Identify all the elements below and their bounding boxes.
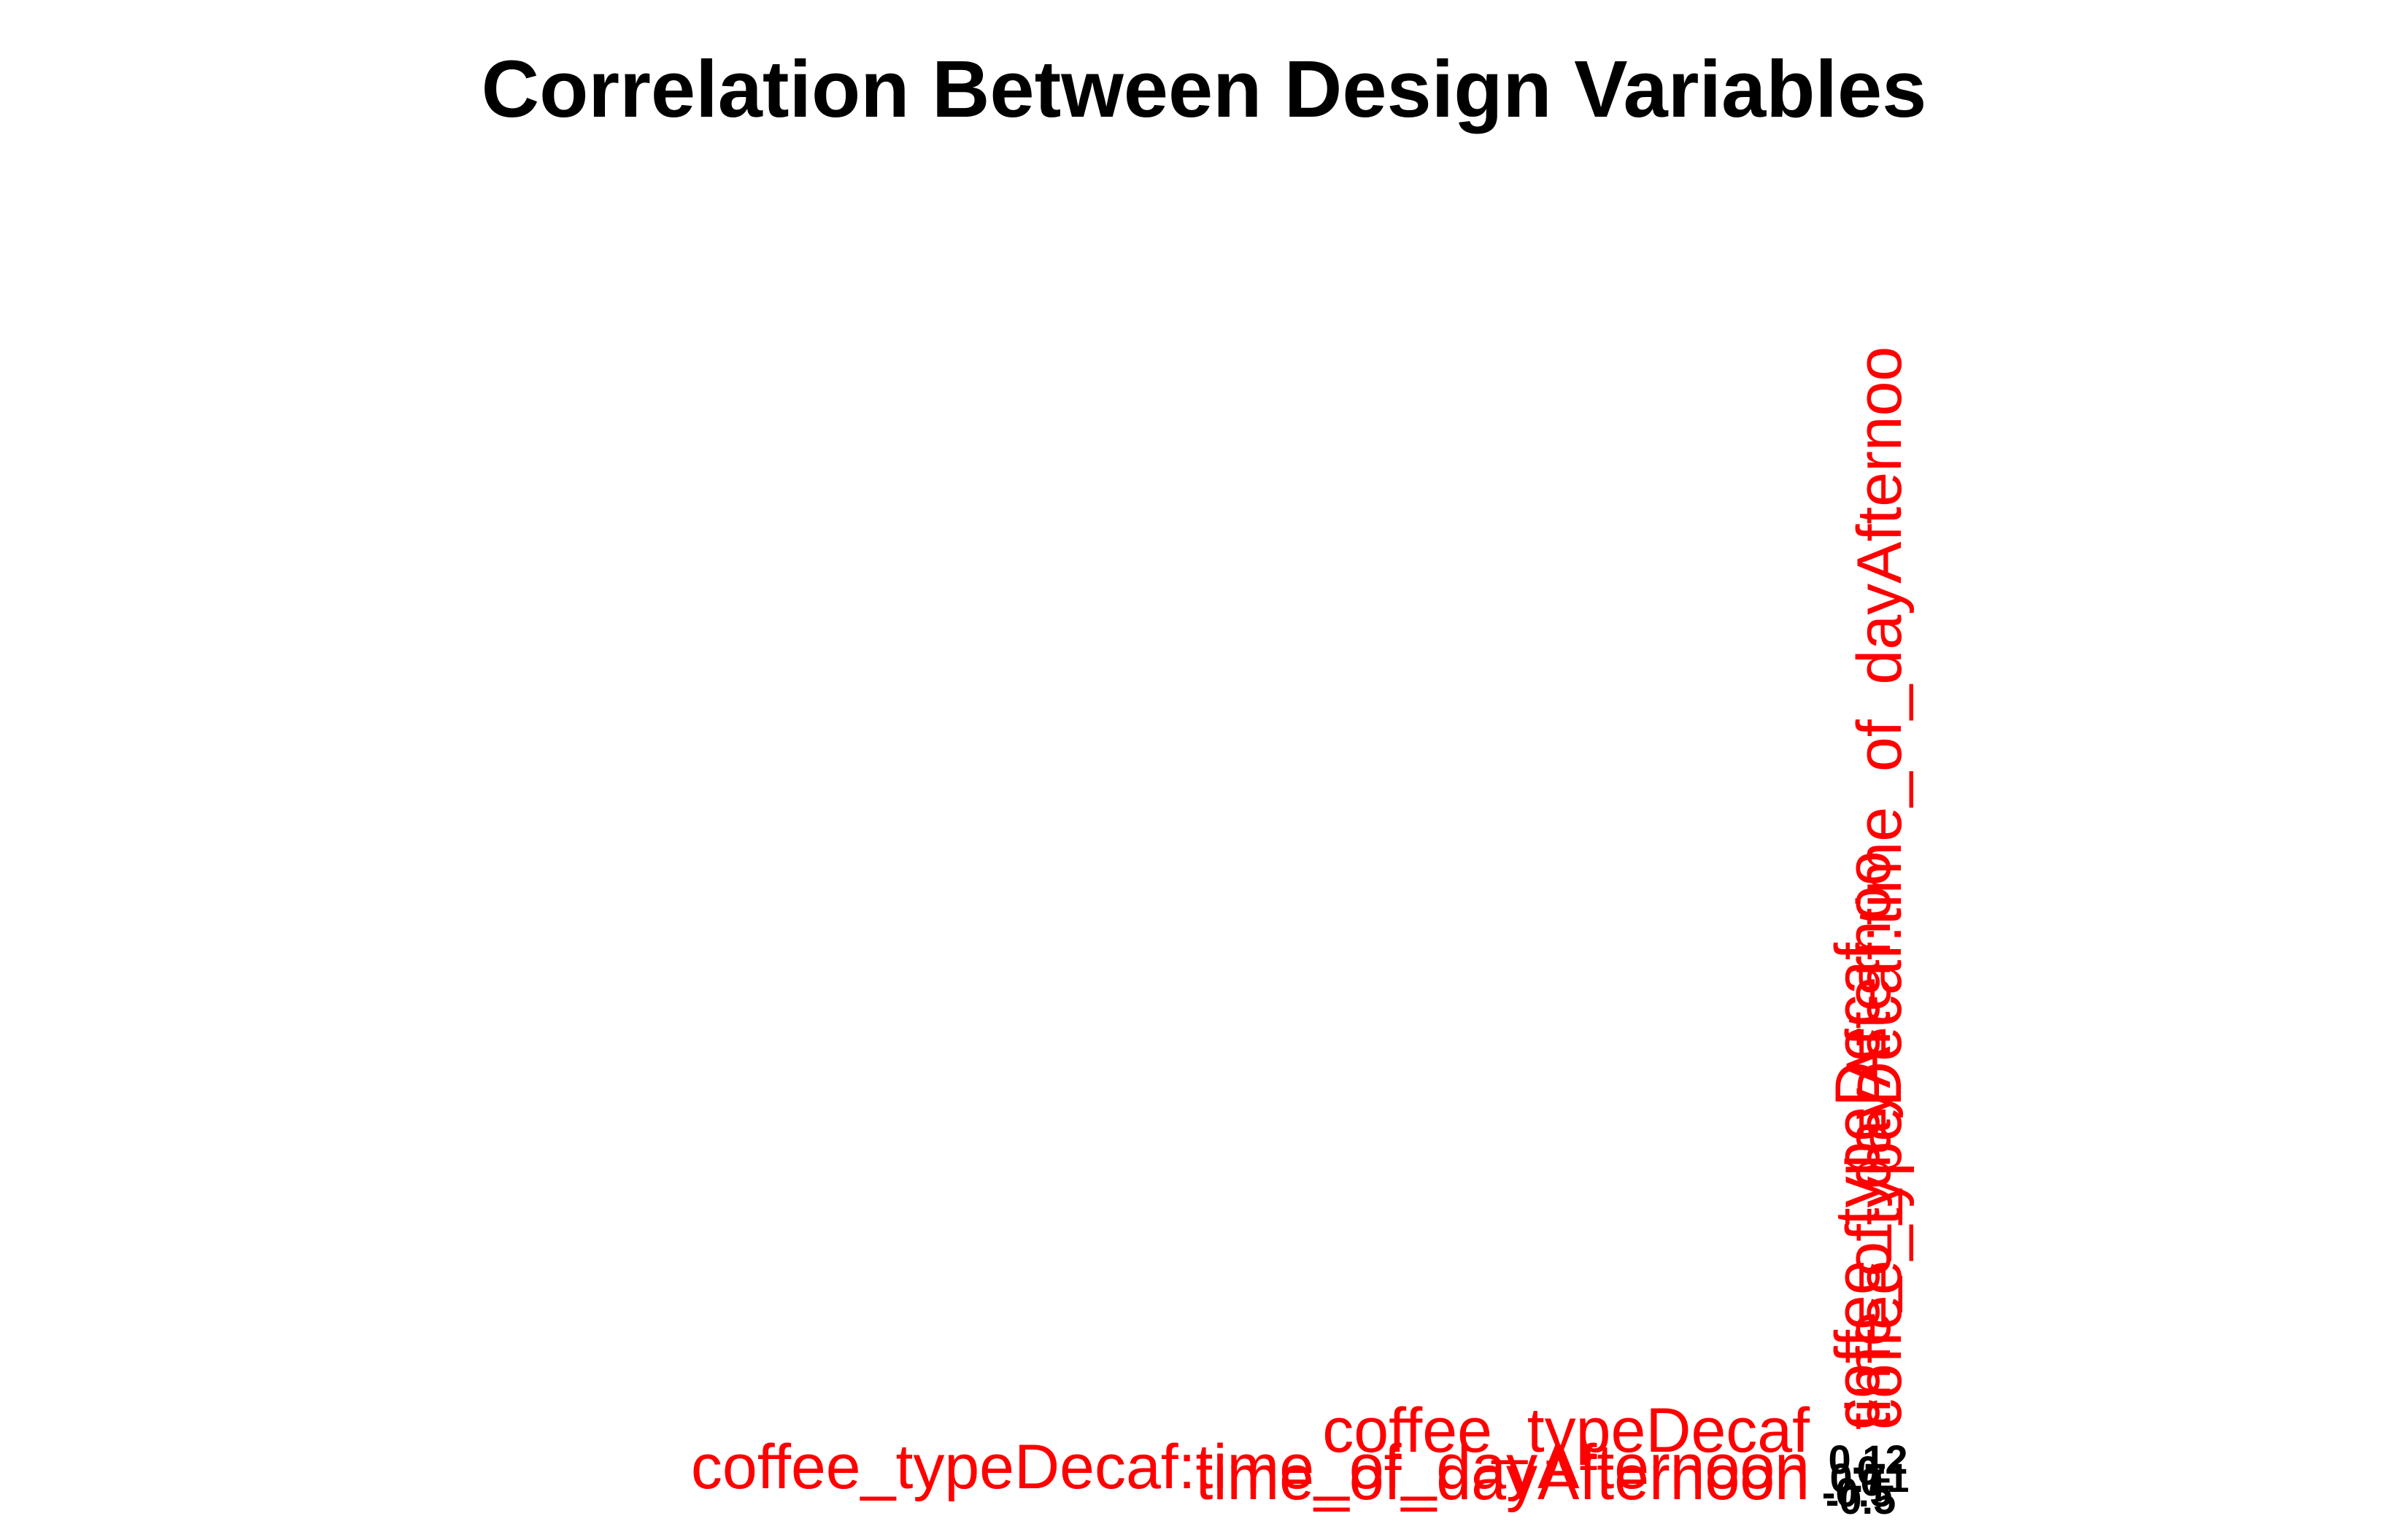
row-label: time_of_dayAfternoon: [1196, 1443, 1810, 1513]
cell-value: 0.12: [1829, 1436, 1908, 1482]
cell-value: 0: [1860, 1458, 1883, 1504]
row-label: coffee_typeDecaf: [1322, 1396, 1810, 1466]
cell-value: 0.71: [1830, 1455, 1910, 1501]
cell-values: 000.12-0.5-0.50.71: [1822, 1436, 1910, 1523]
column-label: time_of_dayAfternoo: [1834, 851, 1904, 1430]
column-label: coffee_typeDecaf:time_of_dayAfternoo: [1845, 347, 1915, 1430]
column-labels: coffee_typeDecaftime_of_dayAfternoocoffe…: [1823, 347, 1915, 1430]
cell-value: -0.5: [1826, 1477, 1896, 1523]
row-label: coffee_typeDecaf:time_of_dayAfternoon: [691, 1432, 1810, 1502]
column-label: coffee_typeDecaf: [1823, 942, 1893, 1430]
cell-value: -0.5: [1822, 1469, 1893, 1515]
chart-title: Correlation Between Design Variables: [482, 45, 1927, 134]
row-labels: coffee_typeDecaftime_of_dayAfternooncoff…: [691, 1396, 1810, 1513]
cell-value: 0: [1856, 1447, 1879, 1493]
